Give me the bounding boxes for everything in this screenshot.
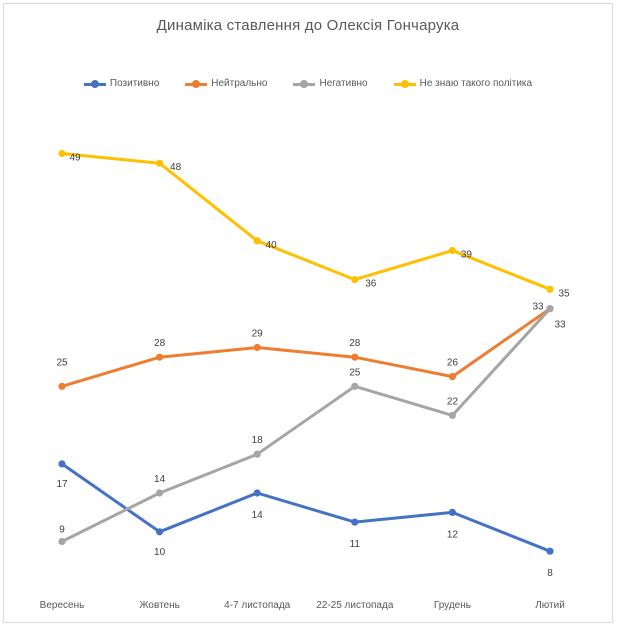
legend-swatch — [83, 79, 106, 89]
data-label: 18 — [252, 435, 264, 446]
data-label: 11 — [350, 539, 361, 550]
data-point — [546, 285, 554, 293]
data-point — [448, 246, 456, 255]
x-tick-label: Лютий — [535, 600, 565, 611]
legend-label: Нейтрально — [211, 78, 268, 89]
data-label: 26 — [447, 358, 459, 369]
data-label: 40 — [266, 240, 278, 251]
data-label: 33 — [532, 302, 544, 313]
data-point — [58, 537, 66, 546]
data-point — [351, 276, 359, 284]
data-label: 10 — [154, 547, 166, 558]
data-point — [448, 411, 456, 419]
data-label: 9 — [59, 525, 65, 536]
series-line — [61, 307, 551, 388]
data-label: 12 — [447, 529, 459, 540]
series-line — [61, 307, 552, 543]
data-label: 14 — [154, 474, 166, 485]
legend-swatch — [185, 79, 208, 89]
legend-label: Позитивно — [109, 78, 160, 89]
data-label: 8 — [547, 568, 553, 579]
data-label: 35 — [558, 288, 570, 299]
data-point — [253, 489, 261, 497]
chart-legend: Позитивно Нейтрально Негативно Не знаю тако… — [4, 78, 612, 89]
legend-swatch — [393, 79, 416, 89]
data-label: 29 — [252, 329, 264, 340]
series-line — [61, 152, 551, 291]
data-point — [448, 508, 456, 516]
x-tick-label: Вересень — [40, 600, 85, 611]
data-point — [351, 353, 359, 361]
data-point — [253, 450, 261, 458]
data-label: 39 — [461, 250, 473, 261]
data-label: 28 — [154, 338, 166, 349]
data-point — [58, 382, 66, 390]
chart-title: Динаміка ставлення до Олексія Гончарука — [156, 17, 460, 34]
series-line — [61, 462, 551, 553]
x-tick-label: Грудень — [434, 600, 471, 611]
data-label: 48 — [170, 162, 182, 173]
data-label: 22 — [447, 396, 459, 407]
data-point — [351, 382, 359, 390]
legend-item: Негативно — [293, 78, 368, 89]
data-point — [448, 373, 456, 381]
data-point — [253, 237, 261, 245]
data-label: 25 — [349, 367, 361, 378]
data-point — [58, 149, 66, 158]
legend-label: Не знаю такого політика — [419, 78, 533, 89]
x-tick-label: 4-7 листопада — [224, 600, 290, 611]
data-point — [546, 305, 554, 313]
data-point — [253, 343, 261, 352]
x-tick-label: 22-25 листопада — [316, 600, 394, 611]
data-label: 17 — [56, 479, 68, 490]
x-tick-label: Жовтень — [139, 600, 180, 611]
data-point — [156, 489, 164, 497]
legend-item: Позитивно — [83, 78, 160, 89]
data-label: 36 — [365, 279, 377, 290]
data-label: 25 — [56, 357, 68, 368]
legend-item: Не знаю такого політика — [393, 78, 533, 89]
data-point — [156, 528, 164, 536]
data-label: 28 — [349, 338, 361, 349]
legend-swatch — [293, 79, 316, 89]
legend-item: Нейтрально — [185, 78, 267, 89]
data-point — [156, 353, 164, 361]
data-label: 14 — [252, 510, 264, 521]
legend-label: Негативно — [319, 78, 368, 89]
data-point — [351, 518, 359, 526]
data-point — [58, 460, 66, 468]
data-label: 33 — [554, 320, 566, 331]
data-label: 49 — [69, 153, 81, 164]
data-point — [546, 547, 554, 555]
data-point — [156, 159, 164, 167]
